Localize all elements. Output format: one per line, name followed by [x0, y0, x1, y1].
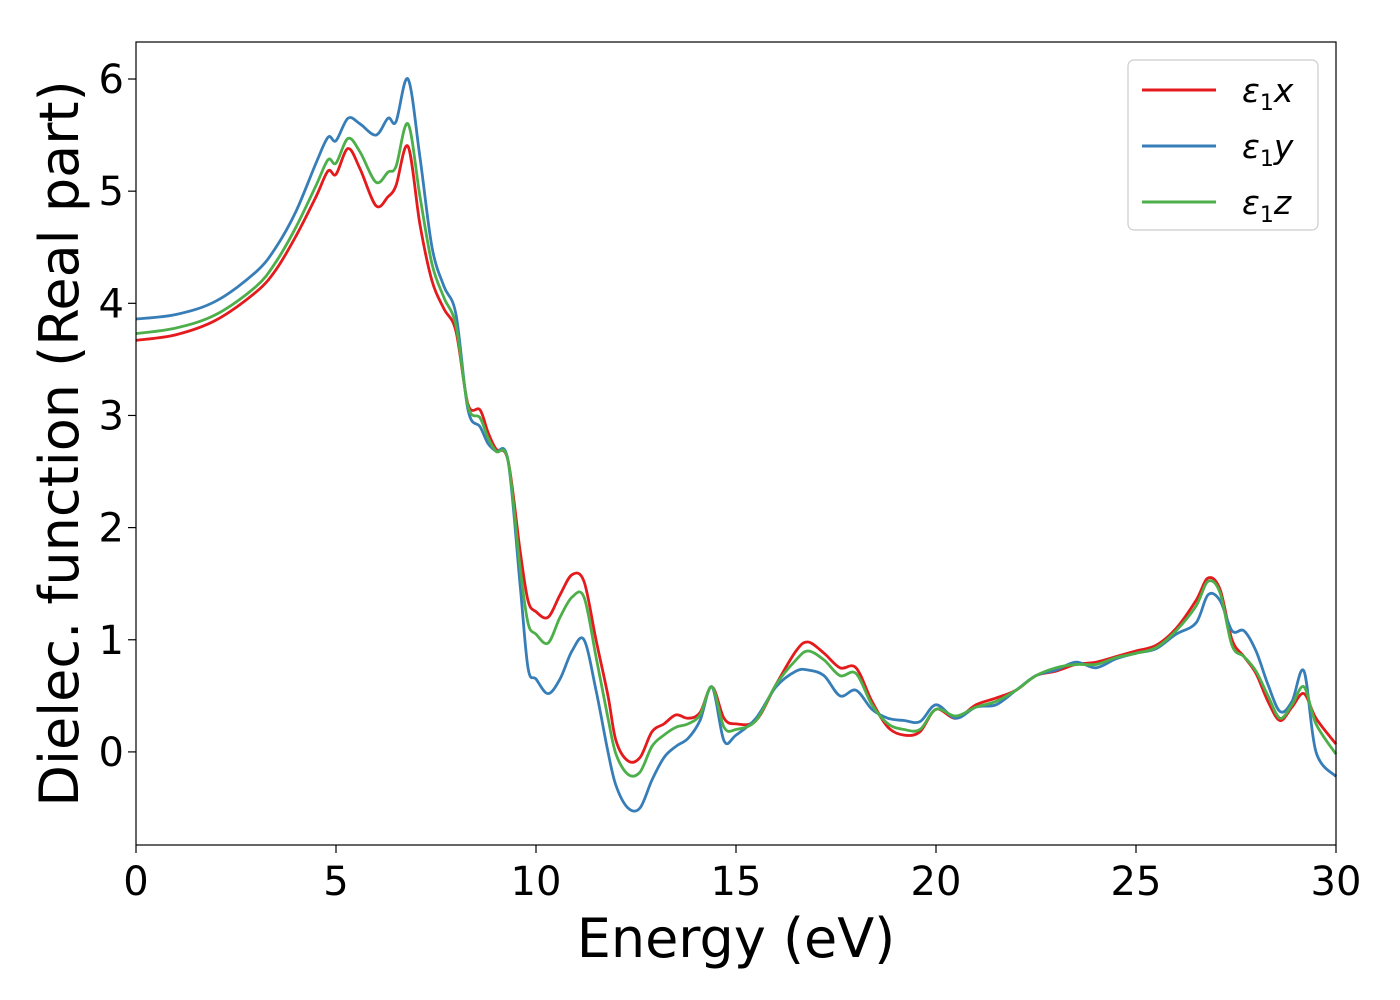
legend-box: [1127, 59, 1319, 231]
x-tick-label: 0: [123, 859, 148, 905]
legend-label-base: ε: [1242, 127, 1260, 166]
x-tick-label: 30: [1311, 859, 1362, 905]
y-axis-title: Dielec. function (Real part): [28, 80, 91, 806]
x-tick-label: 5: [323, 859, 348, 905]
legend-label: ε1z: [1242, 183, 1292, 228]
legend-label-suffix: y: [1273, 127, 1294, 166]
legend-label-suffix: z: [1273, 183, 1292, 222]
plot-frame: [135, 41, 1337, 846]
x-tick-label: 10: [511, 859, 562, 905]
series-line-z: [135, 122, 1338, 778]
legend-label-suffix: x: [1273, 71, 1294, 110]
legend-label: ε1x: [1242, 71, 1294, 116]
series-line-x: [135, 144, 1338, 764]
legend-label-base: ε: [1242, 183, 1260, 222]
y-tick-label: 4: [99, 281, 124, 327]
series-layer: [135, 77, 1338, 813]
y-tick-label: 6: [99, 57, 124, 103]
x-axis-title: Energy (eV): [577, 907, 896, 970]
legend-label-subscript: 1: [1260, 91, 1274, 116]
y-tick-label: 0: [99, 730, 124, 776]
y-tick-label: 3: [99, 393, 124, 439]
legend-label-subscript: 1: [1260, 203, 1274, 228]
legend-label-subscript: 1: [1260, 147, 1274, 172]
y-tick-label: 5: [99, 169, 124, 215]
x-tick-label: 25: [1111, 859, 1162, 905]
legend-label: ε1y: [1242, 127, 1294, 172]
tick-layer: 0 5 10 15 20 25 30 0 1 2 3 4 5 6: [99, 57, 1362, 905]
y-tick-label: 1: [99, 618, 124, 664]
x-tick-label: 20: [911, 859, 962, 905]
y-tick-label: 2: [99, 506, 124, 552]
legend-label-base: ε: [1242, 71, 1260, 110]
x-tick-label: 15: [711, 859, 762, 905]
